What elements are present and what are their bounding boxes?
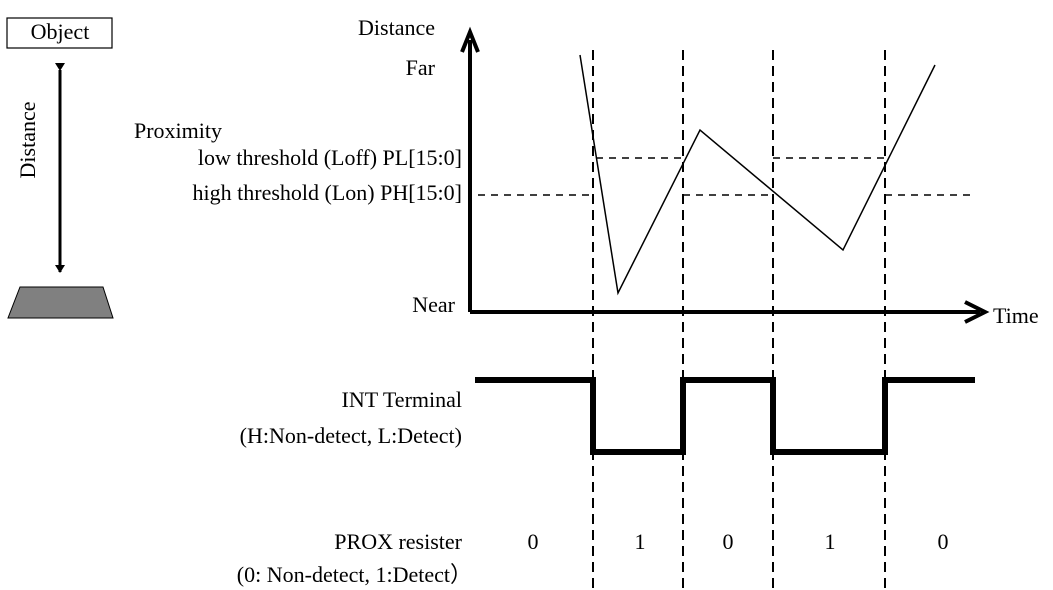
low-threshold-label: low threshold (Loff) PL[15:0] [198, 145, 462, 170]
prox-state: 0 [938, 529, 949, 554]
int-signal [475, 377, 975, 455]
prox-sublabel: (0: Non-detect, 1:Detect） [237, 562, 472, 587]
near-label: Near [412, 292, 455, 317]
y-axis-label: Distance [358, 15, 435, 40]
prox-label: PROX resister [334, 529, 462, 554]
sensor [7, 286, 114, 319]
x-axis [470, 300, 990, 324]
prox-state: 1 [635, 529, 646, 554]
far-label: Far [406, 55, 436, 80]
transition-lines [592, 50, 886, 590]
high-threshold-label: high threshold (Lon) PH[15:0] [193, 180, 462, 205]
object-label: Object [31, 19, 90, 44]
thresholds [478, 157, 975, 196]
side-axis-label: Distance [15, 102, 40, 179]
int-sublabel: (H:Non-detect, L:Detect) [240, 423, 462, 448]
proximity-label: Proximity [134, 118, 222, 143]
y-axis [460, 26, 480, 312]
int-label: INT Terminal [342, 387, 462, 412]
prox-state: 0 [723, 529, 734, 554]
object-box [6, 17, 113, 49]
distance-curve [579, 54, 936, 296]
prox-state: 0 [528, 529, 539, 554]
x-axis-label: Time [993, 303, 1039, 328]
prox-state: 1 [825, 529, 836, 554]
